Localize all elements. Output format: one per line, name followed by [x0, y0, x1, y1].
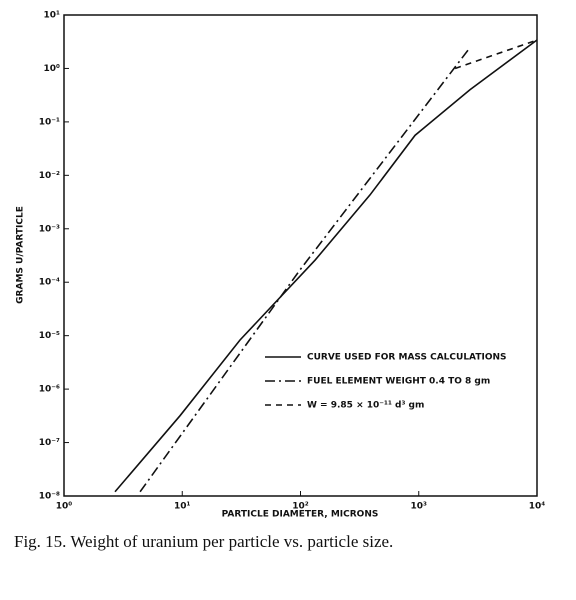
legend-label: W = 9.85 × 10⁻¹¹ d³ gm [307, 401, 424, 411]
y-tick-label: 10¹ [44, 11, 61, 21]
y-tick-label: 10⁻² [39, 171, 60, 181]
y-tick-label: 10⁻⁶ [39, 385, 60, 395]
chart: PARTICLE DIAMETER, MICRONS GRAMS U/PARTI… [16, 11, 546, 520]
x-tick-label: 10² [292, 502, 309, 512]
y-tick-label: 10⁻¹ [39, 117, 60, 127]
x-tick-label: 10³ [411, 502, 428, 512]
x-axis-title: PARTICLE DIAMETER, MICRONS [222, 510, 379, 520]
caption: Fig. 15. Weight of uranium per particle … [14, 532, 394, 551]
y-tick-label: 10⁻⁵ [39, 331, 60, 341]
y-tick-label: 10⁻⁷ [39, 438, 60, 448]
x-tick-label: 10¹ [174, 502, 191, 512]
y-axis-title: GRAMS U/PARTICLE [16, 206, 26, 304]
x-tick-label: 10⁴ [529, 502, 546, 512]
plot-frame [63, 14, 538, 497]
legend-label: CURVE USED FOR MASS CALCULATIONS [307, 353, 506, 363]
legend-label: FUEL ELEMENT WEIGHT 0.4 TO 8 gm [307, 377, 490, 387]
series-line [454, 39, 538, 70]
y-tick-label: 10⁻⁸ [39, 492, 60, 502]
y-tick-label: 10⁰ [44, 64, 61, 74]
y-tick-label: 10⁻³ [39, 224, 60, 234]
series-line [114, 39, 538, 493]
y-tick-label: 10⁻⁴ [39, 278, 60, 288]
x-tick-label: 10⁰ [56, 502, 73, 512]
